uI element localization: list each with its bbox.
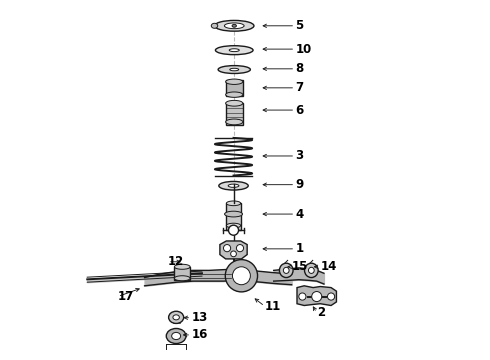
Ellipse shape: [230, 68, 239, 71]
Bar: [225, 80, 243, 96]
Bar: [226, 203, 241, 230]
Text: 11: 11: [265, 300, 281, 313]
Ellipse shape: [224, 211, 243, 217]
Circle shape: [225, 260, 258, 292]
Text: 15: 15: [292, 260, 308, 273]
Polygon shape: [220, 241, 247, 259]
Text: 17: 17: [118, 290, 134, 303]
Text: 7: 7: [295, 81, 303, 94]
Text: 3: 3: [295, 149, 303, 162]
Text: 1: 1: [295, 242, 303, 255]
Ellipse shape: [225, 79, 243, 85]
Text: 9: 9: [295, 178, 303, 191]
Text: 2: 2: [317, 306, 325, 319]
Ellipse shape: [166, 328, 186, 343]
Ellipse shape: [211, 23, 218, 28]
Circle shape: [327, 293, 335, 300]
Ellipse shape: [226, 223, 241, 228]
Ellipse shape: [232, 24, 236, 27]
Bar: [225, 103, 243, 126]
Text: 13: 13: [191, 311, 207, 324]
Ellipse shape: [224, 23, 244, 29]
Bar: [174, 267, 190, 280]
Text: 8: 8: [295, 62, 303, 75]
Ellipse shape: [174, 264, 190, 269]
Ellipse shape: [215, 21, 254, 31]
Text: 14: 14: [320, 260, 337, 273]
Text: 6: 6: [295, 104, 303, 117]
Polygon shape: [297, 286, 337, 306]
Ellipse shape: [172, 332, 181, 339]
Circle shape: [299, 293, 306, 300]
Ellipse shape: [219, 181, 248, 190]
Ellipse shape: [169, 311, 184, 323]
Ellipse shape: [228, 184, 239, 187]
Text: 10: 10: [295, 42, 312, 55]
Circle shape: [228, 225, 239, 235]
Ellipse shape: [218, 66, 250, 73]
Ellipse shape: [229, 49, 239, 51]
Text: 16: 16: [191, 328, 208, 341]
Circle shape: [223, 244, 231, 252]
Ellipse shape: [309, 267, 314, 273]
Circle shape: [236, 244, 244, 252]
Ellipse shape: [304, 263, 318, 278]
Circle shape: [312, 292, 322, 302]
Ellipse shape: [226, 201, 241, 206]
Ellipse shape: [279, 263, 293, 278]
Ellipse shape: [225, 119, 243, 125]
Ellipse shape: [216, 46, 253, 55]
Circle shape: [231, 251, 236, 257]
Ellipse shape: [174, 276, 190, 281]
Text: 12: 12: [168, 255, 184, 268]
Ellipse shape: [225, 92, 243, 97]
Circle shape: [232, 267, 250, 285]
Ellipse shape: [283, 267, 289, 273]
Ellipse shape: [225, 100, 243, 106]
Text: 5: 5: [295, 19, 303, 32]
Ellipse shape: [173, 315, 179, 320]
Text: 4: 4: [295, 208, 303, 221]
